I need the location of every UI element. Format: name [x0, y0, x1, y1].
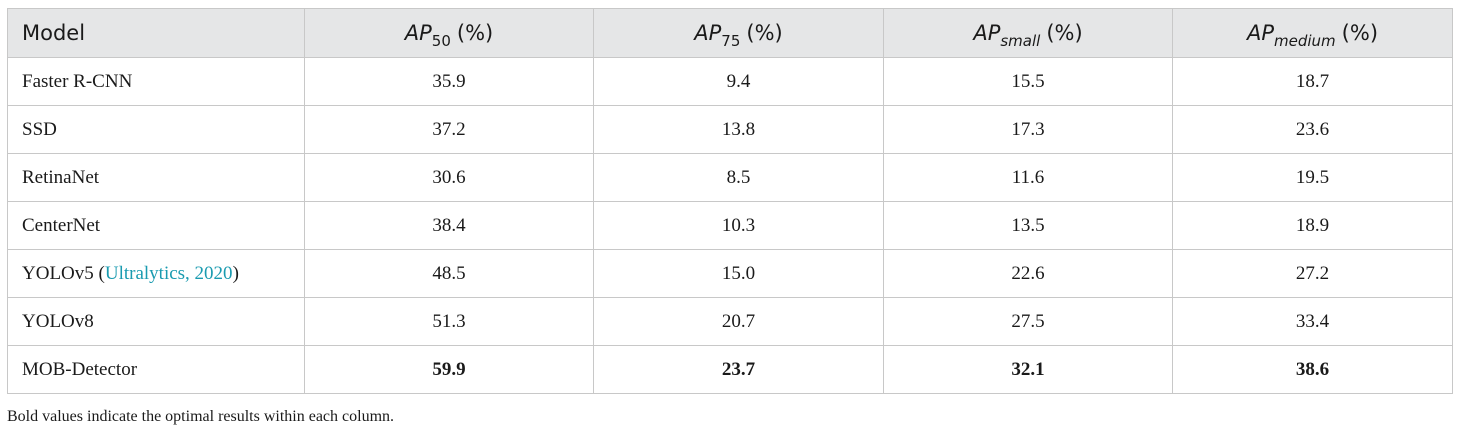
- header-model: Model: [7, 8, 305, 58]
- header-ap-small-sub: small: [1000, 32, 1041, 50]
- ap-medium-cell: 18.7: [1172, 57, 1453, 106]
- table-row: RetinaNet 30.6 8.5 11.6 19.5: [7, 153, 1453, 202]
- ap50-cell: 35.9: [304, 57, 594, 106]
- header-ap50-unit: (%): [456, 21, 494, 45]
- header-ap-small-main: AP: [973, 21, 1001, 45]
- header-ap-medium-unit: (%): [1341, 21, 1379, 45]
- citation-link[interactable]: Ultralytics, 2020: [104, 262, 233, 284]
- header-ap75-unit: (%): [746, 21, 783, 45]
- ap-medium-cell: 27.2: [1172, 249, 1453, 298]
- header-ap50-main: AP: [404, 21, 432, 45]
- ap-medium-cell: 23.6: [1172, 105, 1453, 154]
- header-ap-small-unit: (%): [1046, 21, 1083, 45]
- model-cell: YOLOv5 (Ultralytics, 2020): [7, 249, 305, 298]
- ap50-cell: 37.2: [304, 105, 594, 154]
- header-ap50: AP50 (%): [304, 8, 594, 58]
- model-cell: Faster R-CNN: [7, 57, 305, 106]
- header-ap-medium-main: AP: [1246, 21, 1275, 45]
- ap50-cell: 38.4: [304, 201, 594, 250]
- ap-small-cell: 27.5: [883, 297, 1173, 346]
- header-ap75-sub: 75: [721, 32, 741, 50]
- ap-medium-cell: 19.5: [1172, 153, 1453, 202]
- ap-small-cell-best: 32.1: [883, 345, 1173, 394]
- header-ap-medium-sub: medium: [1274, 32, 1336, 50]
- table-header: Model AP50 (%) AP75 (%) APsmall (%) APmediu…: [7, 8, 1453, 58]
- model-cell: YOLOv8: [7, 297, 305, 346]
- table-row: Faster R-CNN 35.9 9.4 15.5 18.7: [7, 57, 1453, 106]
- ap75-cell: 8.5: [593, 153, 884, 202]
- model-name: YOLOv5: [22, 262, 94, 284]
- ap-small-cell: 17.3: [883, 105, 1173, 154]
- table-body: Faster R-CNN 35.9 9.4 15.5 18.7 SSD 37.2…: [7, 57, 1453, 394]
- header-ap50-sub: 50: [431, 32, 451, 50]
- header-ap75-main: AP: [694, 21, 722, 45]
- ap75-cell: 13.8: [593, 105, 884, 154]
- ap-medium-cell: 18.9: [1172, 201, 1453, 250]
- ap50-cell: 51.3: [304, 297, 594, 346]
- ap75-cell: 20.7: [593, 297, 884, 346]
- ap50-cell: 30.6: [304, 153, 594, 202]
- ap-small-cell: 11.6: [883, 153, 1173, 202]
- ap-small-cell: 13.5: [883, 201, 1173, 250]
- header-ap-medium: APmedium (%): [1172, 8, 1453, 58]
- results-table-container: Model AP50 (%) AP75 (%) APsmall (%) APmediu…: [7, 8, 1453, 394]
- header-ap75: AP75 (%): [593, 8, 884, 58]
- ap50-cell-best: 59.9: [304, 345, 594, 394]
- model-cell: RetinaNet: [7, 153, 305, 202]
- ap-small-cell: 15.5: [883, 57, 1173, 106]
- ap75-cell-best: 23.7: [593, 345, 884, 394]
- ap-medium-cell: 33.4: [1172, 297, 1453, 346]
- ap-medium-cell-best: 38.6: [1172, 345, 1453, 394]
- results-table: Model AP50 (%) AP75 (%) APsmall (%) APmediu…: [7, 8, 1453, 394]
- model-cell: MOB-Detector: [7, 345, 305, 394]
- header-row: Model AP50 (%) AP75 (%) APsmall (%) APmediu…: [7, 8, 1453, 58]
- table-row: YOLOv8 51.3 20.7 27.5 33.4: [7, 297, 1453, 346]
- table-row: YOLOv5 (Ultralytics, 2020) 48.5 15.0 22.…: [7, 249, 1453, 298]
- ap-small-cell: 22.6: [883, 249, 1173, 298]
- table-row: SSD 37.2 13.8 17.3 23.6: [7, 105, 1453, 154]
- ap75-cell: 15.0: [593, 249, 884, 298]
- ap50-cell: 48.5: [304, 249, 594, 298]
- header-ap-small: APsmall (%): [883, 8, 1173, 58]
- model-cell: SSD: [7, 105, 305, 154]
- model-cell: CenterNet: [7, 201, 305, 250]
- ap75-cell: 10.3: [593, 201, 884, 250]
- table-row: CenterNet 38.4 10.3 13.5 18.9: [7, 201, 1453, 250]
- table-footnote: Bold values indicate the optimal results…: [7, 408, 395, 425]
- ap75-cell: 9.4: [593, 57, 884, 106]
- table-row: MOB-Detector 59.9 23.7 32.1 38.6: [7, 345, 1453, 394]
